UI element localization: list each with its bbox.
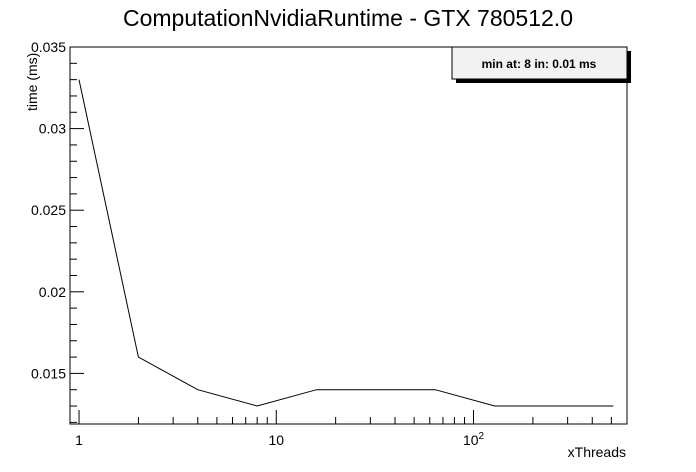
y-tick-label: 0.025 bbox=[31, 202, 66, 218]
series-line bbox=[78, 79, 614, 407]
legend-text: min at: 8 in: 0.01 ms bbox=[482, 57, 597, 71]
plot-frame bbox=[69, 46, 628, 425]
legend-background bbox=[451, 46, 628, 80]
x-tick-label: 1 bbox=[75, 432, 83, 448]
x-axis-title: xThreads bbox=[568, 444, 626, 460]
x-tick-label: 102 bbox=[463, 431, 485, 448]
y-tick-label: 0.02 bbox=[39, 284, 66, 300]
y-axis-title: time (ms) bbox=[24, 53, 40, 111]
chart-title: ComputationNvidiaRuntime - GTX 780512.0 bbox=[123, 5, 573, 31]
y-tick-label: 0.03 bbox=[39, 121, 66, 137]
x-tick-label: 10 bbox=[268, 432, 284, 448]
y-tick-label: 0.015 bbox=[31, 365, 66, 381]
y-tick-label: 0.035 bbox=[31, 39, 66, 55]
legend-box: min at: 8 in: 0.01 ms bbox=[451, 46, 631, 83]
y-axis: 0.015 0.02 0.025 0.03 0.035 bbox=[31, 39, 84, 423]
x-axis: 1 10 102 bbox=[69, 410, 628, 448]
